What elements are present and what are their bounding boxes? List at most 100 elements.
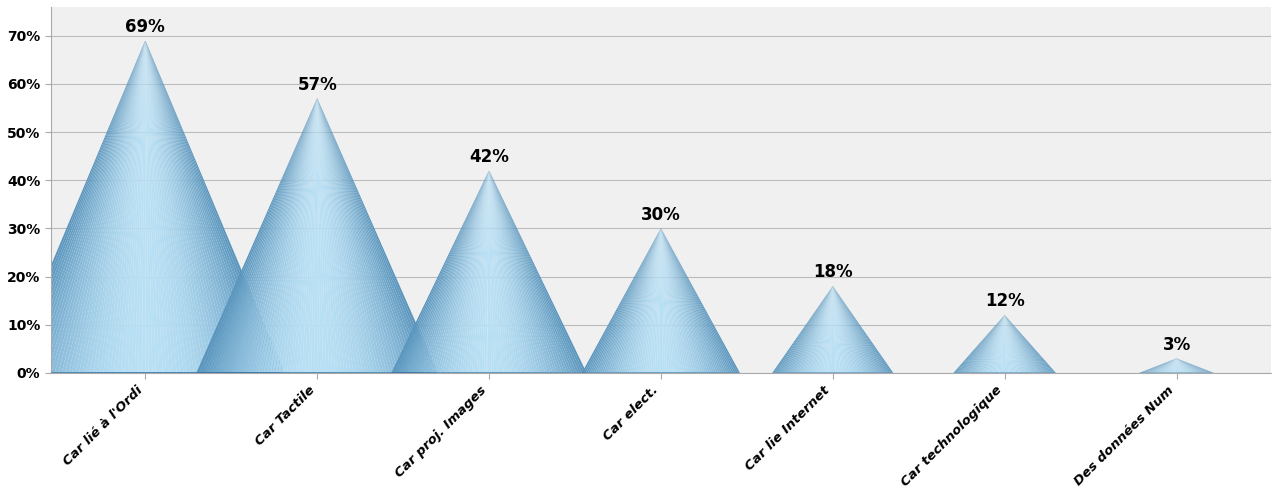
Polygon shape: [299, 98, 317, 373]
Polygon shape: [973, 315, 1005, 373]
Polygon shape: [1005, 315, 1033, 373]
Polygon shape: [146, 41, 180, 373]
Polygon shape: [661, 229, 725, 373]
Polygon shape: [466, 171, 489, 373]
Polygon shape: [479, 171, 489, 373]
Polygon shape: [107, 41, 146, 373]
Polygon shape: [235, 98, 317, 373]
Polygon shape: [138, 41, 146, 373]
Polygon shape: [633, 229, 661, 373]
Polygon shape: [833, 286, 846, 373]
Polygon shape: [489, 171, 555, 373]
Polygon shape: [1177, 359, 1200, 373]
Polygon shape: [224, 98, 317, 373]
Polygon shape: [146, 41, 170, 373]
Polygon shape: [317, 98, 339, 373]
Polygon shape: [1177, 359, 1183, 373]
Polygon shape: [146, 41, 166, 373]
Polygon shape: [661, 229, 714, 373]
Polygon shape: [121, 41, 146, 373]
Polygon shape: [988, 315, 1005, 373]
Polygon shape: [661, 229, 721, 373]
Polygon shape: [259, 98, 317, 373]
Polygon shape: [1177, 359, 1197, 373]
Polygon shape: [104, 41, 146, 373]
Polygon shape: [786, 286, 833, 373]
Polygon shape: [1177, 359, 1194, 373]
Polygon shape: [317, 98, 390, 373]
Polygon shape: [199, 98, 317, 373]
Polygon shape: [833, 286, 858, 373]
Polygon shape: [1005, 315, 1020, 373]
Polygon shape: [317, 98, 330, 373]
Polygon shape: [93, 41, 146, 373]
Polygon shape: [409, 171, 489, 373]
Polygon shape: [1177, 359, 1213, 373]
Polygon shape: [317, 98, 392, 373]
Polygon shape: [317, 98, 326, 373]
Polygon shape: [37, 41, 146, 373]
Polygon shape: [314, 98, 317, 373]
Polygon shape: [31, 41, 146, 373]
Polygon shape: [317, 98, 321, 373]
Polygon shape: [1005, 315, 1016, 373]
Text: 12%: 12%: [985, 292, 1025, 310]
Ellipse shape: [47, 372, 243, 373]
Ellipse shape: [772, 372, 893, 373]
Polygon shape: [296, 98, 317, 373]
Polygon shape: [401, 171, 489, 373]
Polygon shape: [598, 229, 661, 373]
Polygon shape: [447, 171, 489, 373]
Polygon shape: [603, 229, 661, 373]
Polygon shape: [661, 229, 711, 373]
Polygon shape: [489, 171, 525, 373]
Polygon shape: [958, 315, 1005, 373]
Polygon shape: [1005, 315, 1017, 373]
Polygon shape: [317, 98, 350, 373]
Polygon shape: [1005, 315, 1029, 373]
Polygon shape: [317, 98, 432, 373]
Polygon shape: [404, 171, 489, 373]
Polygon shape: [596, 229, 661, 373]
Polygon shape: [833, 286, 842, 373]
Polygon shape: [833, 286, 859, 373]
Polygon shape: [776, 286, 832, 373]
Polygon shape: [649, 229, 661, 373]
Polygon shape: [999, 315, 1005, 373]
Polygon shape: [642, 229, 661, 373]
Polygon shape: [317, 98, 344, 373]
Polygon shape: [969, 315, 1005, 373]
Polygon shape: [1003, 315, 1005, 373]
Polygon shape: [317, 98, 357, 373]
Polygon shape: [643, 229, 661, 373]
Polygon shape: [1005, 315, 1043, 373]
Polygon shape: [65, 41, 146, 373]
Polygon shape: [833, 286, 837, 373]
Polygon shape: [23, 41, 146, 373]
Polygon shape: [217, 98, 317, 373]
Polygon shape: [833, 286, 888, 373]
Polygon shape: [206, 98, 317, 373]
Polygon shape: [1169, 359, 1177, 373]
Polygon shape: [1177, 359, 1197, 373]
Polygon shape: [1163, 359, 1177, 373]
Polygon shape: [1166, 359, 1177, 373]
Polygon shape: [661, 229, 685, 373]
Polygon shape: [489, 171, 557, 373]
Polygon shape: [978, 315, 1005, 373]
Polygon shape: [1154, 359, 1177, 373]
Polygon shape: [616, 229, 661, 373]
Polygon shape: [661, 229, 736, 373]
Polygon shape: [1177, 359, 1186, 373]
Polygon shape: [1177, 359, 1189, 373]
Polygon shape: [9, 41, 146, 373]
Polygon shape: [477, 171, 489, 373]
Polygon shape: [624, 229, 661, 373]
Ellipse shape: [6, 372, 285, 373]
Polygon shape: [833, 286, 845, 373]
Polygon shape: [833, 286, 869, 373]
Ellipse shape: [391, 372, 587, 373]
Polygon shape: [833, 286, 868, 373]
Polygon shape: [801, 286, 833, 373]
Polygon shape: [317, 98, 426, 373]
